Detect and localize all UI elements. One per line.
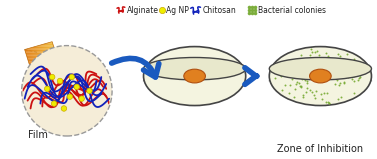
Polygon shape [48, 43, 60, 80]
Polygon shape [44, 44, 57, 81]
Polygon shape [29, 48, 42, 86]
Polygon shape [43, 44, 56, 82]
Polygon shape [28, 48, 40, 86]
Ellipse shape [184, 69, 205, 83]
Circle shape [51, 101, 57, 106]
Polygon shape [36, 46, 48, 84]
Polygon shape [49, 42, 62, 80]
Circle shape [69, 74, 75, 80]
Text: Zone of Inhibition: Zone of Inhibition [277, 144, 363, 154]
Ellipse shape [144, 47, 246, 106]
Polygon shape [40, 45, 53, 82]
Polygon shape [34, 47, 46, 84]
Text: Film: Film [28, 130, 48, 140]
Polygon shape [39, 45, 52, 83]
Polygon shape [30, 48, 43, 85]
Polygon shape [50, 42, 63, 80]
Polygon shape [37, 46, 49, 83]
Circle shape [87, 88, 92, 93]
Polygon shape [37, 46, 50, 83]
Polygon shape [31, 47, 44, 85]
Polygon shape [46, 43, 58, 81]
Circle shape [44, 86, 50, 92]
Polygon shape [26, 49, 38, 87]
Text: Alginate: Alginate [127, 6, 159, 15]
Ellipse shape [22, 46, 112, 136]
Ellipse shape [269, 58, 371, 80]
Polygon shape [51, 42, 64, 79]
Ellipse shape [310, 69, 331, 83]
FancyArrowPatch shape [112, 58, 159, 77]
Text: Ag NP: Ag NP [166, 6, 189, 15]
Circle shape [67, 94, 73, 99]
FancyArrowPatch shape [245, 68, 256, 84]
Polygon shape [42, 44, 55, 82]
Polygon shape [35, 46, 48, 84]
Polygon shape [45, 44, 58, 81]
Polygon shape [26, 49, 39, 86]
Text: Chitosan: Chitosan [202, 6, 236, 15]
Circle shape [49, 74, 55, 80]
Circle shape [74, 84, 80, 90]
Ellipse shape [269, 47, 371, 106]
Polygon shape [32, 47, 45, 85]
Polygon shape [38, 45, 51, 83]
Polygon shape [25, 49, 37, 87]
Circle shape [79, 96, 84, 101]
Circle shape [61, 106, 67, 111]
Polygon shape [49, 42, 61, 80]
Polygon shape [28, 48, 41, 86]
Polygon shape [41, 45, 54, 82]
Polygon shape [33, 47, 46, 85]
Circle shape [57, 78, 63, 84]
Ellipse shape [144, 58, 246, 80]
Polygon shape [47, 43, 59, 81]
Text: Bacterial colonies: Bacterial colonies [259, 6, 326, 15]
